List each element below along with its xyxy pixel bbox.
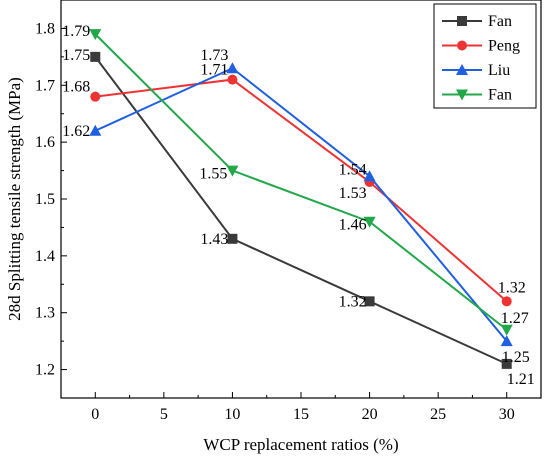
series-line: [94, 67, 508, 342]
series-2: [90, 74, 512, 307]
legend-entry: Peng: [442, 38, 520, 55]
legend-label: Fan: [488, 13, 512, 30]
y-tick-label: 1.4: [35, 248, 55, 265]
data-label: 1.32: [339, 293, 367, 310]
square-marker: [90, 51, 101, 62]
triangle-up-marker: [363, 170, 376, 182]
data-label: 1.43: [200, 231, 228, 248]
legend-entry: Fan: [442, 13, 512, 30]
triangle-down-marker: [363, 216, 376, 228]
series-line: [94, 56, 508, 365]
legend-label: Fan: [488, 87, 512, 104]
circle-marker: [90, 91, 101, 102]
square-marker: [364, 296, 375, 307]
y-tick-label: 1.8: [35, 20, 55, 37]
circle-marker: [227, 74, 238, 85]
y-tick-label: 1.6: [35, 134, 55, 151]
x-tick-label: 0: [91, 406, 99, 423]
series-3: [89, 62, 513, 347]
legend: Fan Peng Liu Fan: [433, 3, 537, 109]
triangle-down-marker: [500, 324, 513, 336]
series-line: [95, 78, 508, 303]
legend-entry: Liu: [442, 62, 510, 79]
data-label: 1.55: [199, 166, 227, 183]
circle-marker: [457, 40, 467, 51]
data-label: 1.32: [498, 279, 526, 296]
data-label: 1.75: [62, 47, 90, 64]
triangle-up-marker: [89, 124, 102, 136]
data-label: 1.21: [507, 371, 535, 388]
x-tick-label: 25: [430, 406, 446, 423]
square-marker: [457, 16, 467, 26]
series-line: [94, 33, 508, 331]
circle-marker: [501, 296, 512, 307]
triangle-down-marker: [89, 29, 102, 41]
square-marker: [501, 358, 512, 369]
triangle-down-marker: [226, 165, 239, 177]
data-label: 1.73: [200, 47, 228, 64]
y-axis-title: 28d Splitting tensile strength (MPa): [5, 77, 24, 321]
data-label: 1.79: [62, 23, 90, 40]
series-layer: [89, 29, 513, 369]
data-label: 1.68: [62, 79, 90, 96]
x-tick-label: 20: [362, 406, 378, 423]
data-label: 1.25: [502, 349, 530, 366]
x-tick-label: 15: [293, 406, 309, 423]
x-tick-label: 10: [224, 406, 240, 423]
legend-label: Peng: [488, 38, 520, 55]
triangle-up-marker: [226, 62, 239, 74]
data-label: 1.46: [339, 217, 367, 234]
y-tick-label: 1.5: [35, 191, 55, 208]
data-label: 1.71: [200, 62, 228, 79]
x-tick-label: 5: [160, 406, 168, 423]
series-4: [89, 29, 513, 336]
y-tick-label: 1.3: [35, 305, 55, 322]
data-label: 1.62: [62, 123, 90, 140]
triangle-up-marker: [456, 64, 468, 75]
legend-entry: Fan: [442, 87, 512, 104]
triangle-up-marker: [500, 335, 513, 347]
legend-box: [433, 3, 537, 109]
square-marker: [227, 233, 238, 244]
y-tick-label: 1.7: [35, 77, 55, 94]
axis-ticks: 0 5 10 15 20 25 30 1.2 1.3 1.4 1.5 1.6 1.7 1.8: [35, 20, 515, 423]
data-label: 1.27: [501, 310, 529, 327]
data-labels: 1.75 1.43 1.32 1.21 1.68 1.71 1.53 1.32 1.62 1.73…: [62, 23, 534, 388]
legend-label: Liu: [488, 62, 510, 79]
x-axis-title: WCP replacement ratios (%): [203, 435, 398, 454]
y-tick-label: 1.2: [35, 362, 55, 379]
triangle-down-marker: [456, 89, 468, 101]
data-label: 1.54: [339, 161, 367, 178]
x-tick-label: 30: [499, 406, 515, 423]
data-label: 1.53: [339, 185, 367, 202]
series-1: [90, 51, 512, 369]
